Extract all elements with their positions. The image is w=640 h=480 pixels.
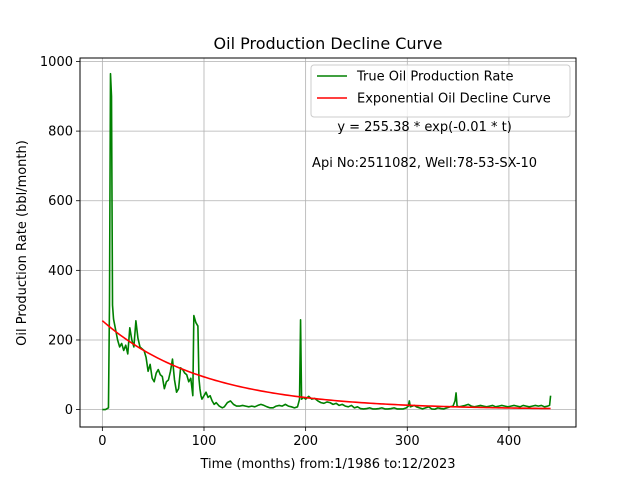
series-line-exponential-curve — [101, 320, 551, 410]
y-tick-label: 400 — [48, 264, 73, 279]
x-tick-label: 200 — [293, 434, 318, 449]
plot-frame — [79, 57, 577, 428]
x-axis-label: Time (months) from:1/1986 to:12/2023 — [199, 457, 455, 472]
legend-box — [310, 64, 571, 118]
legend-label-exponential-curve: Exponential Oil Decline Curve — [357, 92, 551, 107]
series-layer — [101, 72, 552, 411]
y-axis-ticks: 0 200 400 600 800 1000 — [40, 55, 80, 418]
legend-label-true-rate: True Oil Production Rate — [356, 70, 513, 85]
y-tick-label: 600 — [48, 194, 73, 209]
y-axis-label: Oil Production Rate (bbl/month) — [15, 140, 30, 346]
x-tick-label: 400 — [497, 434, 522, 449]
chart-title: Oil Production Decline Curve — [214, 34, 443, 53]
x-axis-ticks: 0 100 200 300 400 — [98, 427, 521, 449]
well-annotation: Api No:2511082, Well:78-53-SX-10 — [312, 156, 537, 171]
grid — [80, 58, 576, 427]
y-tick-label: 0 — [65, 403, 73, 418]
series-line-true-rate — [102, 72, 552, 411]
x-tick-label: 300 — [395, 434, 420, 449]
y-tick-label: 1000 — [40, 55, 73, 70]
x-tick-label: 100 — [192, 434, 217, 449]
y-tick-label: 200 — [48, 333, 73, 348]
x-tick-label: 0 — [98, 434, 106, 449]
annotations: y = 255.38 * exp(-0.01 * t) Api No:25110… — [312, 120, 537, 171]
equation-annotation: y = 255.38 * exp(-0.01 * t) — [337, 120, 511, 135]
legend: True Oil Production Rate Exponential Oil… — [310, 64, 571, 118]
y-tick-label: 800 — [48, 125, 73, 140]
